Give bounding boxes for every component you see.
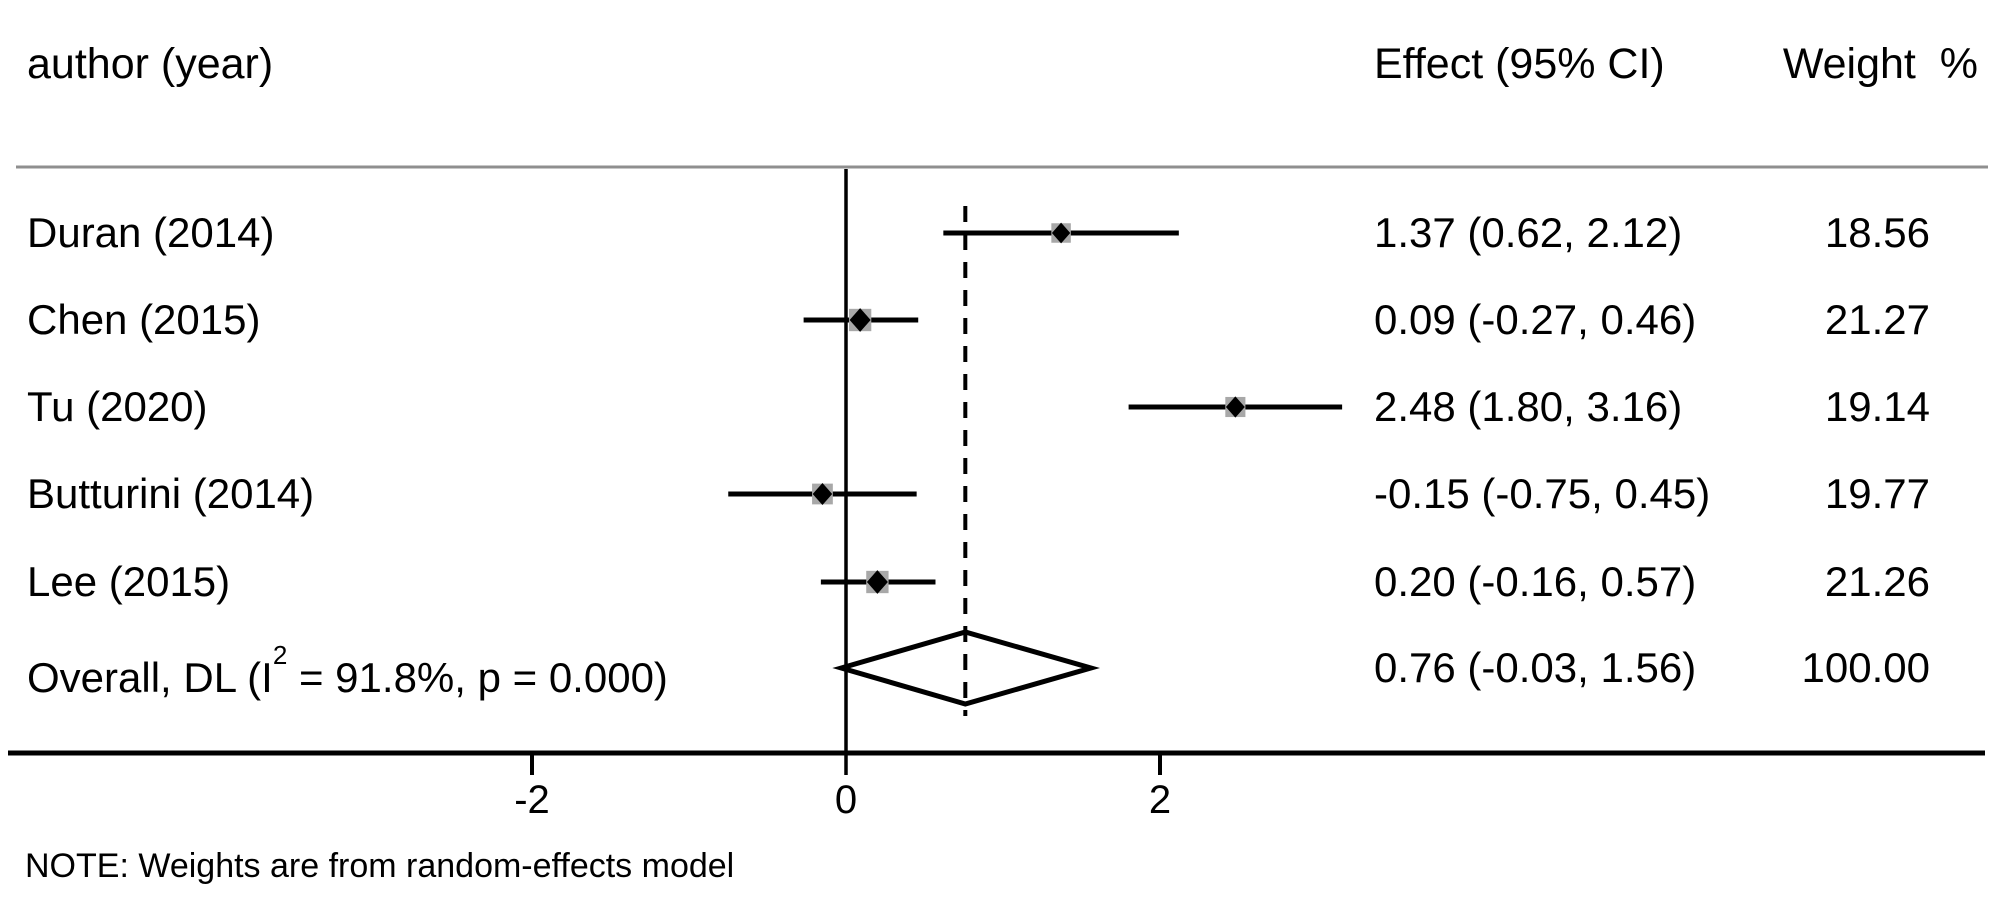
- overall-weight-value: 100.00: [1801, 644, 1930, 691]
- effect-marker: [866, 570, 888, 594]
- study-effect-value: 2.48 (1.80, 3.16): [1374, 383, 1683, 430]
- overall-diamond: [832, 629, 1100, 707]
- effect-marker: [1225, 396, 1245, 418]
- overall-label: Overall, DL (I2 = 91.8%, p = 0.000): [27, 639, 668, 701]
- effect-marker: [849, 308, 871, 332]
- effect-marker: [812, 482, 833, 506]
- study-effect-value: 1.37 (0.62, 2.12): [1374, 209, 1683, 256]
- overall-label-superscript: 2: [272, 639, 288, 670]
- study-weight-value: 21.26: [1824, 558, 1930, 605]
- column-header-effect: Effect (95% CI): [1374, 40, 1665, 88]
- overall-effect-value: 0.76 (-0.03, 1.56): [1374, 644, 1697, 691]
- footnote: NOTE: Weights are from random-effects mo…: [25, 847, 735, 885]
- study-effect-value: 0.09 (-0.27, 0.46): [1374, 296, 1697, 343]
- column-header-weight: Weight %: [1782, 40, 1978, 88]
- study-effect-value: -0.15 (-0.75, 0.45): [1374, 470, 1711, 517]
- study-label: Lee (2015): [27, 558, 231, 605]
- study-weight-value: 19.14: [1824, 383, 1930, 430]
- study-label: Duran (2014): [27, 209, 275, 256]
- x-axis-tick-label: -2: [514, 778, 550, 822]
- study-weight-value: 19.77: [1824, 470, 1930, 517]
- study-weight-value: 18.56: [1824, 209, 1930, 256]
- effect-marker: [1051, 222, 1071, 244]
- study-label: Chen (2015): [27, 296, 261, 343]
- column-header-author: author (year): [27, 40, 274, 88]
- study-effect-value: 0.20 (-0.16, 0.57): [1374, 558, 1697, 605]
- study-label: Tu (2020): [27, 383, 208, 430]
- x-axis-tick-label: 2: [1149, 778, 1171, 822]
- study-weight-value: 21.27: [1824, 296, 1930, 343]
- study-label: Butturini (2014): [27, 470, 315, 517]
- x-axis-tick-label: 0: [835, 778, 857, 822]
